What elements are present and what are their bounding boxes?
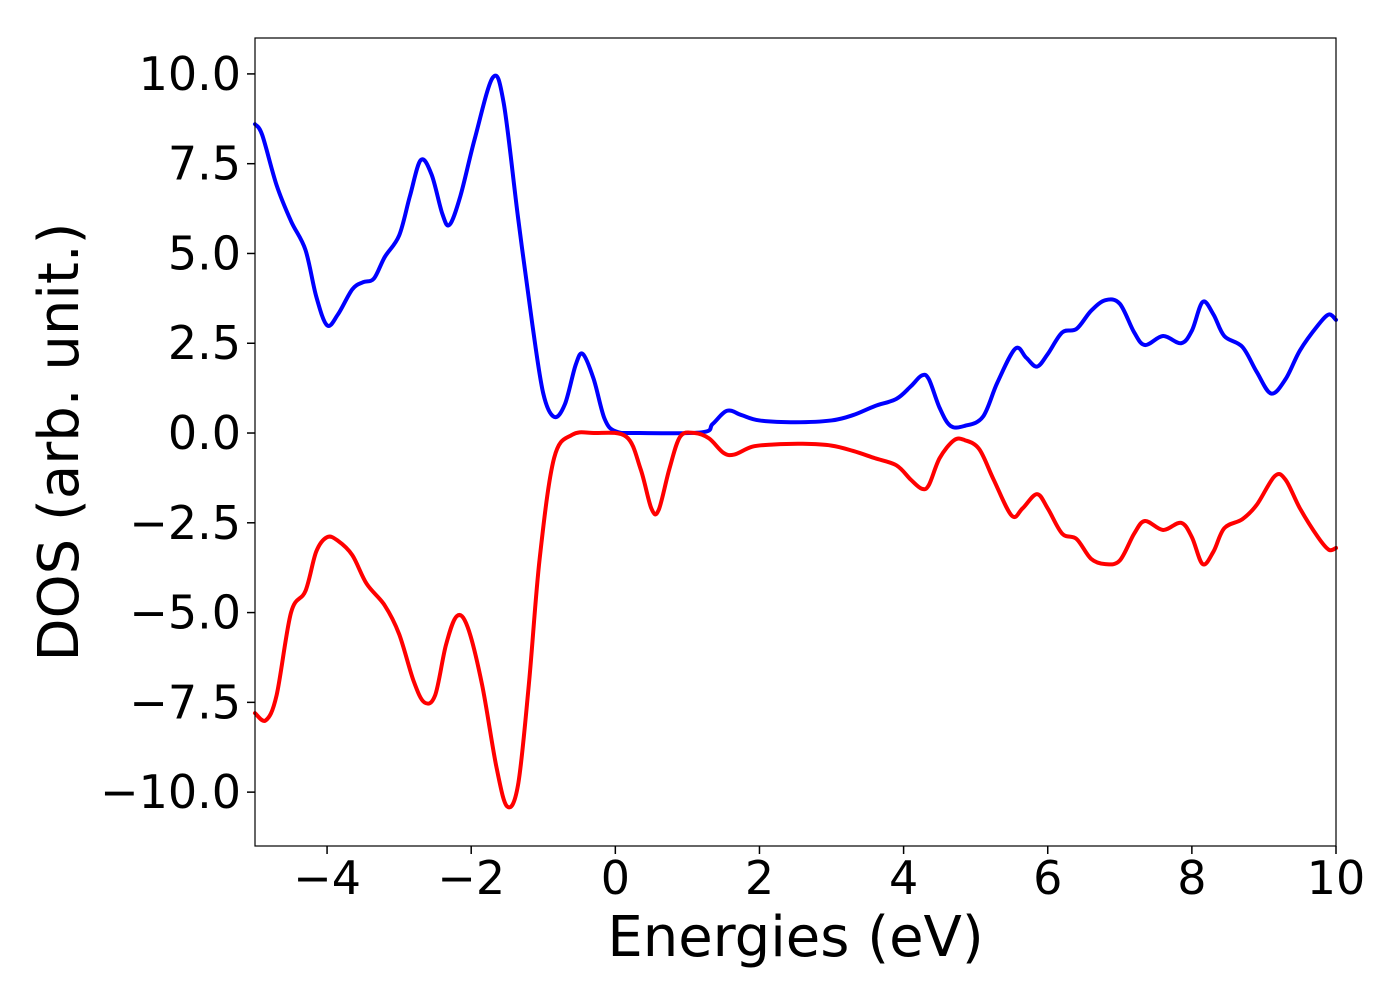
y-tick-label: 5.0: [168, 226, 241, 280]
y-tick-label: −5.0: [129, 586, 241, 640]
x-tick-label: 4: [889, 851, 918, 905]
y-tick-label: 10.0: [139, 47, 241, 101]
dos-spin-up-line: [253, 73, 1338, 436]
x-tick-label: 0: [601, 851, 630, 905]
y-tick-label: 2.5: [168, 316, 241, 370]
dos-spin-down-line: [253, 430, 1338, 810]
x-tick-label: −4: [293, 851, 361, 905]
y-tick-label: −2.5: [129, 496, 241, 550]
x-tick-label: −2: [437, 851, 505, 905]
x-tick-label: 8: [1177, 851, 1206, 905]
y-tick-label: 0.0: [168, 406, 241, 460]
y-tick-label: −7.5: [129, 675, 241, 729]
series-layer: [253, 73, 1338, 810]
x-tick-label: 2: [745, 851, 774, 905]
x-axis-title: Energies (eV): [607, 905, 983, 970]
y-tick-label: −10.0: [100, 765, 241, 819]
x-tick-label: 6: [1033, 851, 1062, 905]
y-axis-ticks: 10.0 7.5 5.0 2.5 0.0 −2.5 −5.0 −7.5 −10.0: [100, 47, 255, 819]
x-tick-label: 10: [1307, 851, 1366, 905]
x-axis-ticks: −4 −2 0 2 4 6 8 10: [293, 846, 1365, 905]
y-axis-title: DOS (arb. unit.): [27, 222, 92, 661]
y-tick-label: 7.5: [168, 137, 241, 191]
plot-frame: [254, 37, 1337, 847]
